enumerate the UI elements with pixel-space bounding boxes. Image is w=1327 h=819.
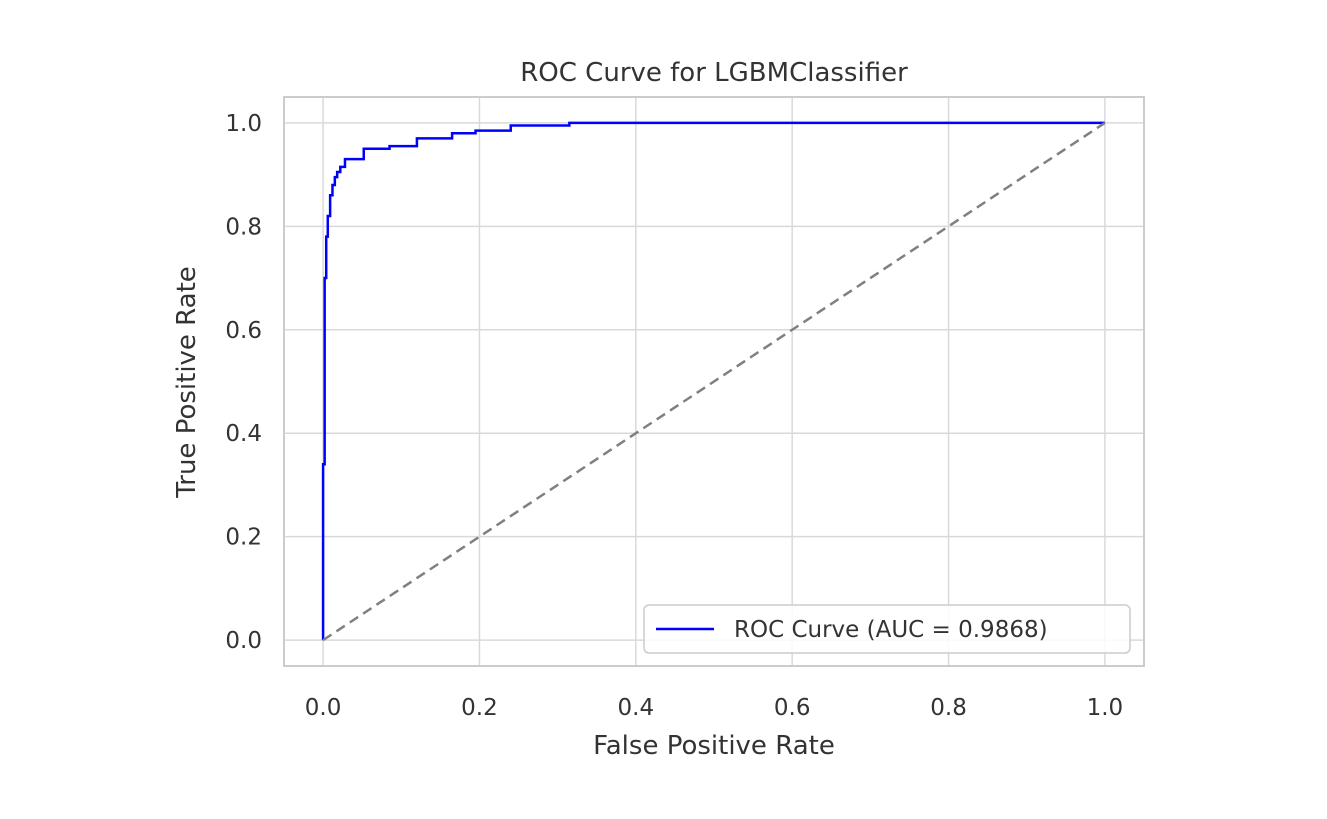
y-axis-label: True Positive Rate [172, 266, 202, 499]
x-axis-label: False Positive Rate [593, 731, 835, 761]
y-tick-label: 0.8 [225, 214, 262, 240]
y-tick-label: 0.2 [225, 525, 262, 551]
legend-entry-roc: ROC Curve (AUC = 0.9868) [734, 617, 1048, 643]
y-tick-label: 1.0 [225, 111, 262, 137]
y-tick-label: 0.6 [225, 318, 262, 344]
x-tick-label: 0.0 [305, 695, 342, 721]
x-tick-label: 1.0 [1087, 695, 1124, 721]
y-tick-label: 0.0 [225, 628, 262, 654]
random-classifier-line [322, 121, 1106, 642]
legend: ROC Curve (AUC = 0.9868) [643, 604, 1131, 654]
plot-frame [283, 96, 1145, 667]
series-lines [321, 121, 1106, 642]
roc-curve-line [321, 121, 1105, 641]
grid [284, 97, 1144, 666]
x-tick-label: 0.8 [930, 695, 967, 721]
x-tick-label: 0.2 [461, 695, 498, 721]
x-tick-label: 0.4 [618, 695, 655, 721]
x-tick-label: 0.6 [774, 695, 811, 721]
axis-ticks: 0.0 0.2 0.4 0.6 0.8 1.0 0.0 0.2 0.4 0.6 0.8 1.0 [225, 111, 1123, 721]
y-tick-label: 0.4 [225, 421, 262, 447]
legend-box [643, 604, 1131, 654]
chart-title: ROC Curve for LGBMClassifier [520, 58, 908, 88]
